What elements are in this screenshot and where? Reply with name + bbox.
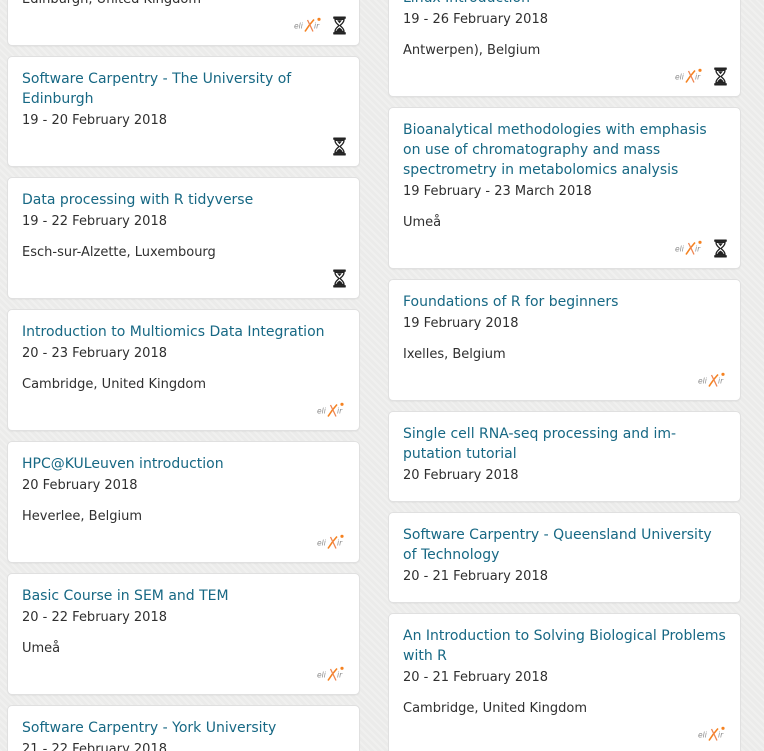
- hourglass-icon: [332, 137, 347, 156]
- elixir-logo-icon: eli ir: [698, 372, 728, 388]
- svg-text:eli: eli: [698, 731, 708, 740]
- event-icons-row: [22, 266, 347, 290]
- event-card: Data processing with R tidyverse 19 - 22…: [7, 177, 360, 299]
- event-location: Umeå: [22, 641, 61, 656]
- event-date: 19 - 22 February 2018: [22, 214, 167, 229]
- svg-text:ir: ir: [695, 73, 701, 82]
- event-location: Umeå: [403, 215, 442, 230]
- event-icons-row: eli ir: [403, 64, 728, 88]
- event-location: Cambridge, United Kingdom: [403, 701, 588, 716]
- event-title-link[interactable]: Data processing with R tidyverse: [22, 192, 254, 208]
- event-icons-row: eli ir: [22, 662, 347, 686]
- event-icons-row: eli ir: [403, 368, 728, 392]
- event-date: 20 - 21 February 2018: [403, 670, 548, 685]
- svg-text:eli: eli: [675, 73, 685, 82]
- event-date: 21 - 22 February 2018: [22, 742, 167, 751]
- elixir-logo-icon: eli ir: [317, 534, 347, 550]
- hourglass-icon: [713, 67, 728, 86]
- elixir-logo-icon: eli ir: [675, 240, 705, 256]
- event-title-link[interactable]: Bioanalytical methodologies with em­phas…: [403, 122, 707, 178]
- svg-text:eli: eli: [317, 407, 327, 416]
- svg-text:eli: eli: [698, 377, 708, 386]
- event-date: 20 - 22 February 2018: [22, 610, 167, 625]
- svg-text:ir: ir: [337, 407, 343, 416]
- event-title-link[interactable]: HPC@KULeuven introduction: [22, 456, 224, 472]
- svg-text:ir: ir: [718, 377, 724, 386]
- event-title-link[interactable]: Basic Course in SEM and TEM: [22, 588, 229, 604]
- elixir-logo-icon: eli ir: [317, 666, 347, 682]
- svg-text:ir: ir: [695, 245, 701, 254]
- event-card: Bioanalytical methodologies with em­phas…: [388, 107, 741, 269]
- event-location: Heverlee, Belgium: [22, 509, 142, 524]
- svg-text:ir: ir: [337, 671, 343, 680]
- event-title-link[interactable]: Linux Introduction: [403, 0, 728, 8]
- event-title-link[interactable]: Software Carpentry - The University of E…: [22, 71, 292, 107]
- event-title-link[interactable]: Software Carpentry - York University: [22, 720, 277, 736]
- elixir-logo-icon: eli ir: [675, 68, 705, 84]
- event-card: Foundations of R for beginners 19 Februa…: [388, 279, 741, 401]
- event-icons-row: eli ir: [22, 13, 347, 37]
- event-title-link[interactable]: Introduction to Multiomics Data Integra­…: [22, 324, 325, 340]
- svg-text:ir: ir: [314, 22, 320, 31]
- event-title-link[interactable]: Foundations of R for beginners: [403, 294, 619, 310]
- event-location: Antwerpen), Belgium: [403, 43, 541, 58]
- event-date: 19 - 26 February 2018: [403, 12, 548, 27]
- event-icons-row: eli ir: [403, 236, 728, 260]
- event-title-link[interactable]: Software Carpentry - Queensland Uni­vers…: [403, 527, 712, 563]
- elixir-logo-icon: eli ir: [294, 17, 324, 33]
- event-icons-row: eli ir: [403, 722, 728, 746]
- event-card: HPC@KULeuven introduction 20 February 20…: [7, 441, 360, 563]
- event-title-link[interactable]: Single cell RNA-seq processing and im­pu…: [403, 426, 677, 462]
- event-title-link[interactable]: An Introduction to Solving Biological Pr…: [403, 628, 726, 664]
- hourglass-icon: [332, 269, 347, 288]
- svg-text:eli: eli: [294, 22, 304, 31]
- event-card: Edinburgh, United Kingdom eli ir: [7, 0, 360, 46]
- svg-text:eli: eli: [317, 671, 327, 680]
- event-date: 19 - 20 February 2018: [22, 113, 167, 128]
- event-icons-row: eli ir: [22, 398, 347, 422]
- svg-text:ir: ir: [337, 539, 343, 548]
- event-card: Software Carpentry - York University 21 …: [7, 705, 360, 751]
- events-column-left: Edinburgh, United Kingdom eli ir: [7, 0, 360, 751]
- event-date: 19 February 2018: [403, 316, 519, 331]
- event-date: 20 February 2018: [403, 468, 519, 483]
- event-location: Cambridge, United Kingdom: [22, 377, 207, 392]
- event-date: 20 February 2018: [22, 478, 138, 493]
- event-card: Software Carpentry - The University of E…: [7, 56, 360, 167]
- event-card: Software Carpentry - Queensland Uni­vers…: [388, 512, 741, 603]
- event-location: Ixelles, Belgium: [403, 347, 506, 362]
- svg-text:eli: eli: [317, 539, 327, 548]
- event-card: Linux Introduction 19 - 26 February 2018…: [388, 0, 741, 97]
- events-column-right: Linux Introduction 19 - 26 February 2018…: [388, 0, 741, 751]
- event-date: 20 - 23 February 2018: [22, 346, 167, 361]
- event-icons-row: eli ir: [22, 530, 347, 554]
- hourglass-icon: [332, 16, 347, 35]
- svg-text:eli: eli: [675, 245, 685, 254]
- event-location: Edinburgh, United Kingdom: [22, 0, 347, 9]
- event-icons-row: [22, 134, 347, 158]
- event-date: 20 - 21 February 2018: [403, 569, 548, 584]
- event-card: An Introduction to Solving Biological Pr…: [388, 613, 741, 751]
- event-card: Single cell RNA-seq processing and im­pu…: [388, 411, 741, 502]
- hourglass-icon: [713, 239, 728, 258]
- event-card: Basic Course in SEM and TEM 20 - 22 Febr…: [7, 573, 360, 695]
- event-location: Esch-sur-Alzette, Luxembourg: [22, 245, 216, 260]
- event-date: 19 February - 23 March 2018: [403, 184, 592, 199]
- elixir-logo-icon: eli ir: [317, 402, 347, 418]
- elixir-logo-icon: eli ir: [698, 726, 728, 742]
- event-card: Introduction to Multiomics Data Integra­…: [7, 309, 360, 431]
- svg-text:ir: ir: [718, 731, 724, 740]
